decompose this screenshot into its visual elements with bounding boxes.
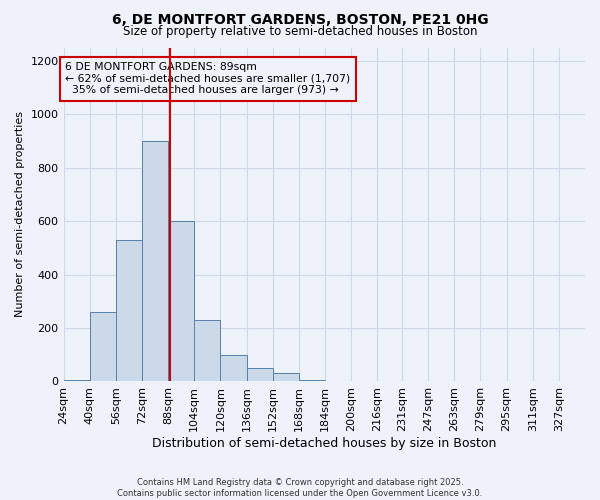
Bar (247, 368, 273, 382)
Bar (64, 380, 89, 382)
Bar (89, 312, 116, 382)
Text: 6 DE MONTFORT GARDENS: 89sqm
← 62% of semi-detached houses are smaller (1,707)
 : 6 DE MONTFORT GARDENS: 89sqm ← 62% of se… (65, 62, 350, 96)
Bar (194, 320, 220, 382)
Text: Contains HM Land Registry data © Crown copyright and database right 2025.
Contai: Contains HM Land Registry data © Crown c… (118, 478, 482, 498)
Bar (325, 380, 351, 382)
Bar (273, 374, 299, 382)
Bar (142, 141, 168, 382)
Bar (220, 354, 247, 382)
Y-axis label: Number of semi-detached properties: Number of semi-detached properties (15, 112, 25, 318)
Text: 6, DE MONTFORT GARDENS, BOSTON, PE21 0HG: 6, DE MONTFORT GARDENS, BOSTON, PE21 0HG (112, 12, 488, 26)
Bar (299, 380, 325, 382)
Bar (168, 221, 194, 382)
X-axis label: Distribution of semi-detached houses by size in Boston: Distribution of semi-detached houses by … (152, 437, 496, 450)
Bar (116, 240, 142, 382)
Text: Size of property relative to semi-detached houses in Boston: Size of property relative to semi-detach… (123, 25, 477, 38)
